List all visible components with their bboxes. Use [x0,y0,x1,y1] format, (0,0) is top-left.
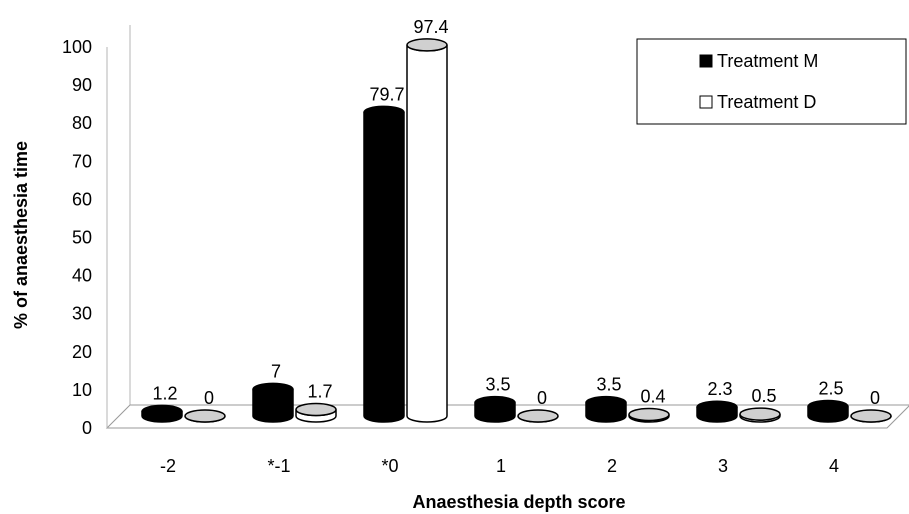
bar-top [696,400,738,414]
bars: 1.2 0 7 1.7 79.7 97.4 3.5 0 3.5 0.4 2.3 0.5 2.5 0 [141,17,892,423]
data-label: 0.4 [640,386,665,406]
y-tick-label: 60 [72,189,92,209]
bar-top [807,399,849,414]
bar-group [850,409,892,423]
bar-top [628,407,670,422]
x-tick-label: 1 [496,456,506,476]
bar-top [850,409,892,423]
y-tick-label: 90 [72,75,92,95]
data-label: 3.5 [485,375,510,395]
data-label: 2.5 [818,378,843,398]
y-tick-label: 30 [72,304,92,324]
bar-top [141,404,183,419]
bar-group [628,407,670,423]
y-tick-label: 80 [72,113,92,133]
bar-top [739,407,781,421]
y-tick-label: 100 [62,37,92,57]
x-axis-ticks: -2 *-1 *0 1 2 3 4 [160,456,839,476]
x-tick-label: 3 [718,456,728,476]
x-axis-title: Anaesthesia depth score [412,492,625,512]
data-label: 0 [537,388,547,408]
y-tick-label: 20 [72,342,92,362]
bar-top [474,395,516,410]
y-tick-label: 40 [72,266,92,286]
bar-group [739,407,781,423]
x-tick-label: 4 [829,456,839,476]
x-tick-label: *-1 [267,456,290,476]
bar-group [517,409,559,423]
bar-top [406,38,448,52]
bar-top [252,382,294,397]
data-label: 97.4 [413,17,448,37]
bar-body [363,112,405,423]
x-tick-label: 2 [607,456,617,476]
y-tick-label: 70 [72,151,92,171]
data-label: 0 [870,388,880,408]
data-label: 0.5 [751,386,776,406]
data-label: 79.7 [369,84,404,104]
y-tick-label: 50 [72,228,92,248]
bar-top [517,409,559,423]
legend-box [636,38,907,125]
bar-group [696,400,738,423]
data-label: 3.5 [596,375,621,395]
bar-group [406,38,448,423]
bar-group [295,402,337,423]
bar-group [807,399,849,423]
x-tick-label: -2 [160,456,176,476]
bar-group [252,382,294,423]
bar-top [585,395,627,410]
bar-group [184,409,226,423]
bar-top [295,402,337,417]
legend-swatch-treatment-d [699,95,713,109]
legend: Treatment M Treatment D [636,38,907,125]
data-label: 1.7 [307,382,332,402]
bar-group [585,395,627,423]
legend-label-treatment-d: Treatment D [717,92,816,112]
y-tick-label: 0 [82,418,92,438]
data-label: 1.2 [152,383,177,403]
data-label: 7 [271,361,281,381]
bar-body [406,44,448,423]
y-axis-ticks: 0 10 20 30 40 50 60 70 80 90 100 [62,37,92,438]
y-axis-title: % of anaesthesia time [11,141,31,329]
bar-top [184,409,226,423]
x-tick-label: *0 [381,456,398,476]
legend-swatch-treatment-m [699,54,713,68]
y-tick-label: 10 [72,380,92,400]
bar-group [474,395,516,423]
bar-group [363,105,405,423]
data-label: 2.3 [707,379,732,399]
legend-label-treatment-m: Treatment M [717,51,818,71]
bar-group [141,404,183,423]
data-label: 0 [204,388,214,408]
bar-top [363,105,405,120]
